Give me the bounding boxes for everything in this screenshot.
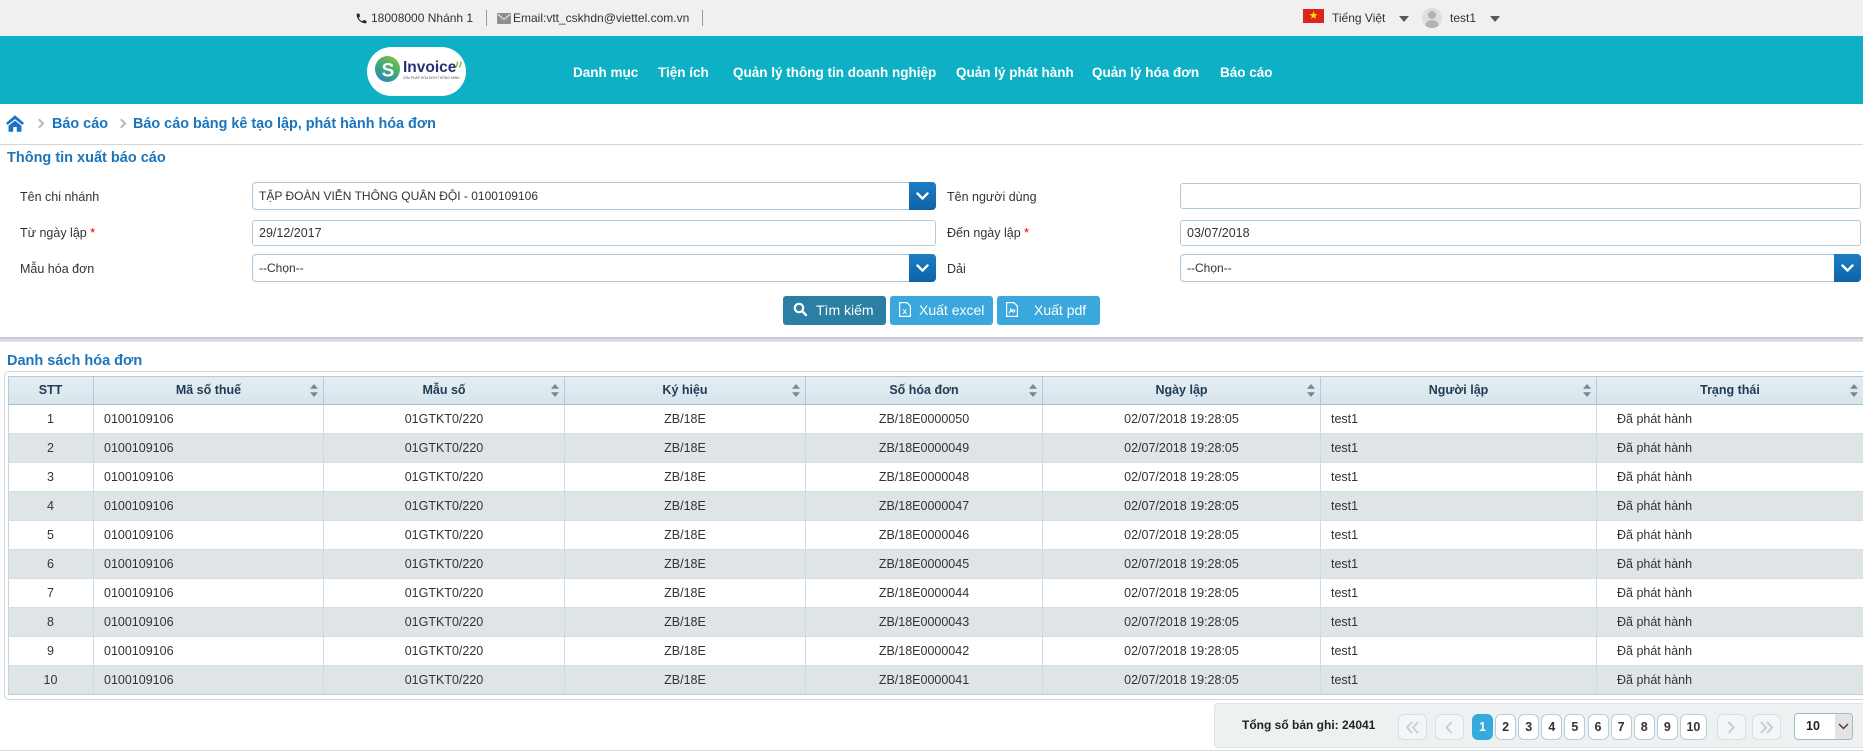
svg-text:S: S [382,61,395,82]
svg-text:x: x [902,307,907,316]
